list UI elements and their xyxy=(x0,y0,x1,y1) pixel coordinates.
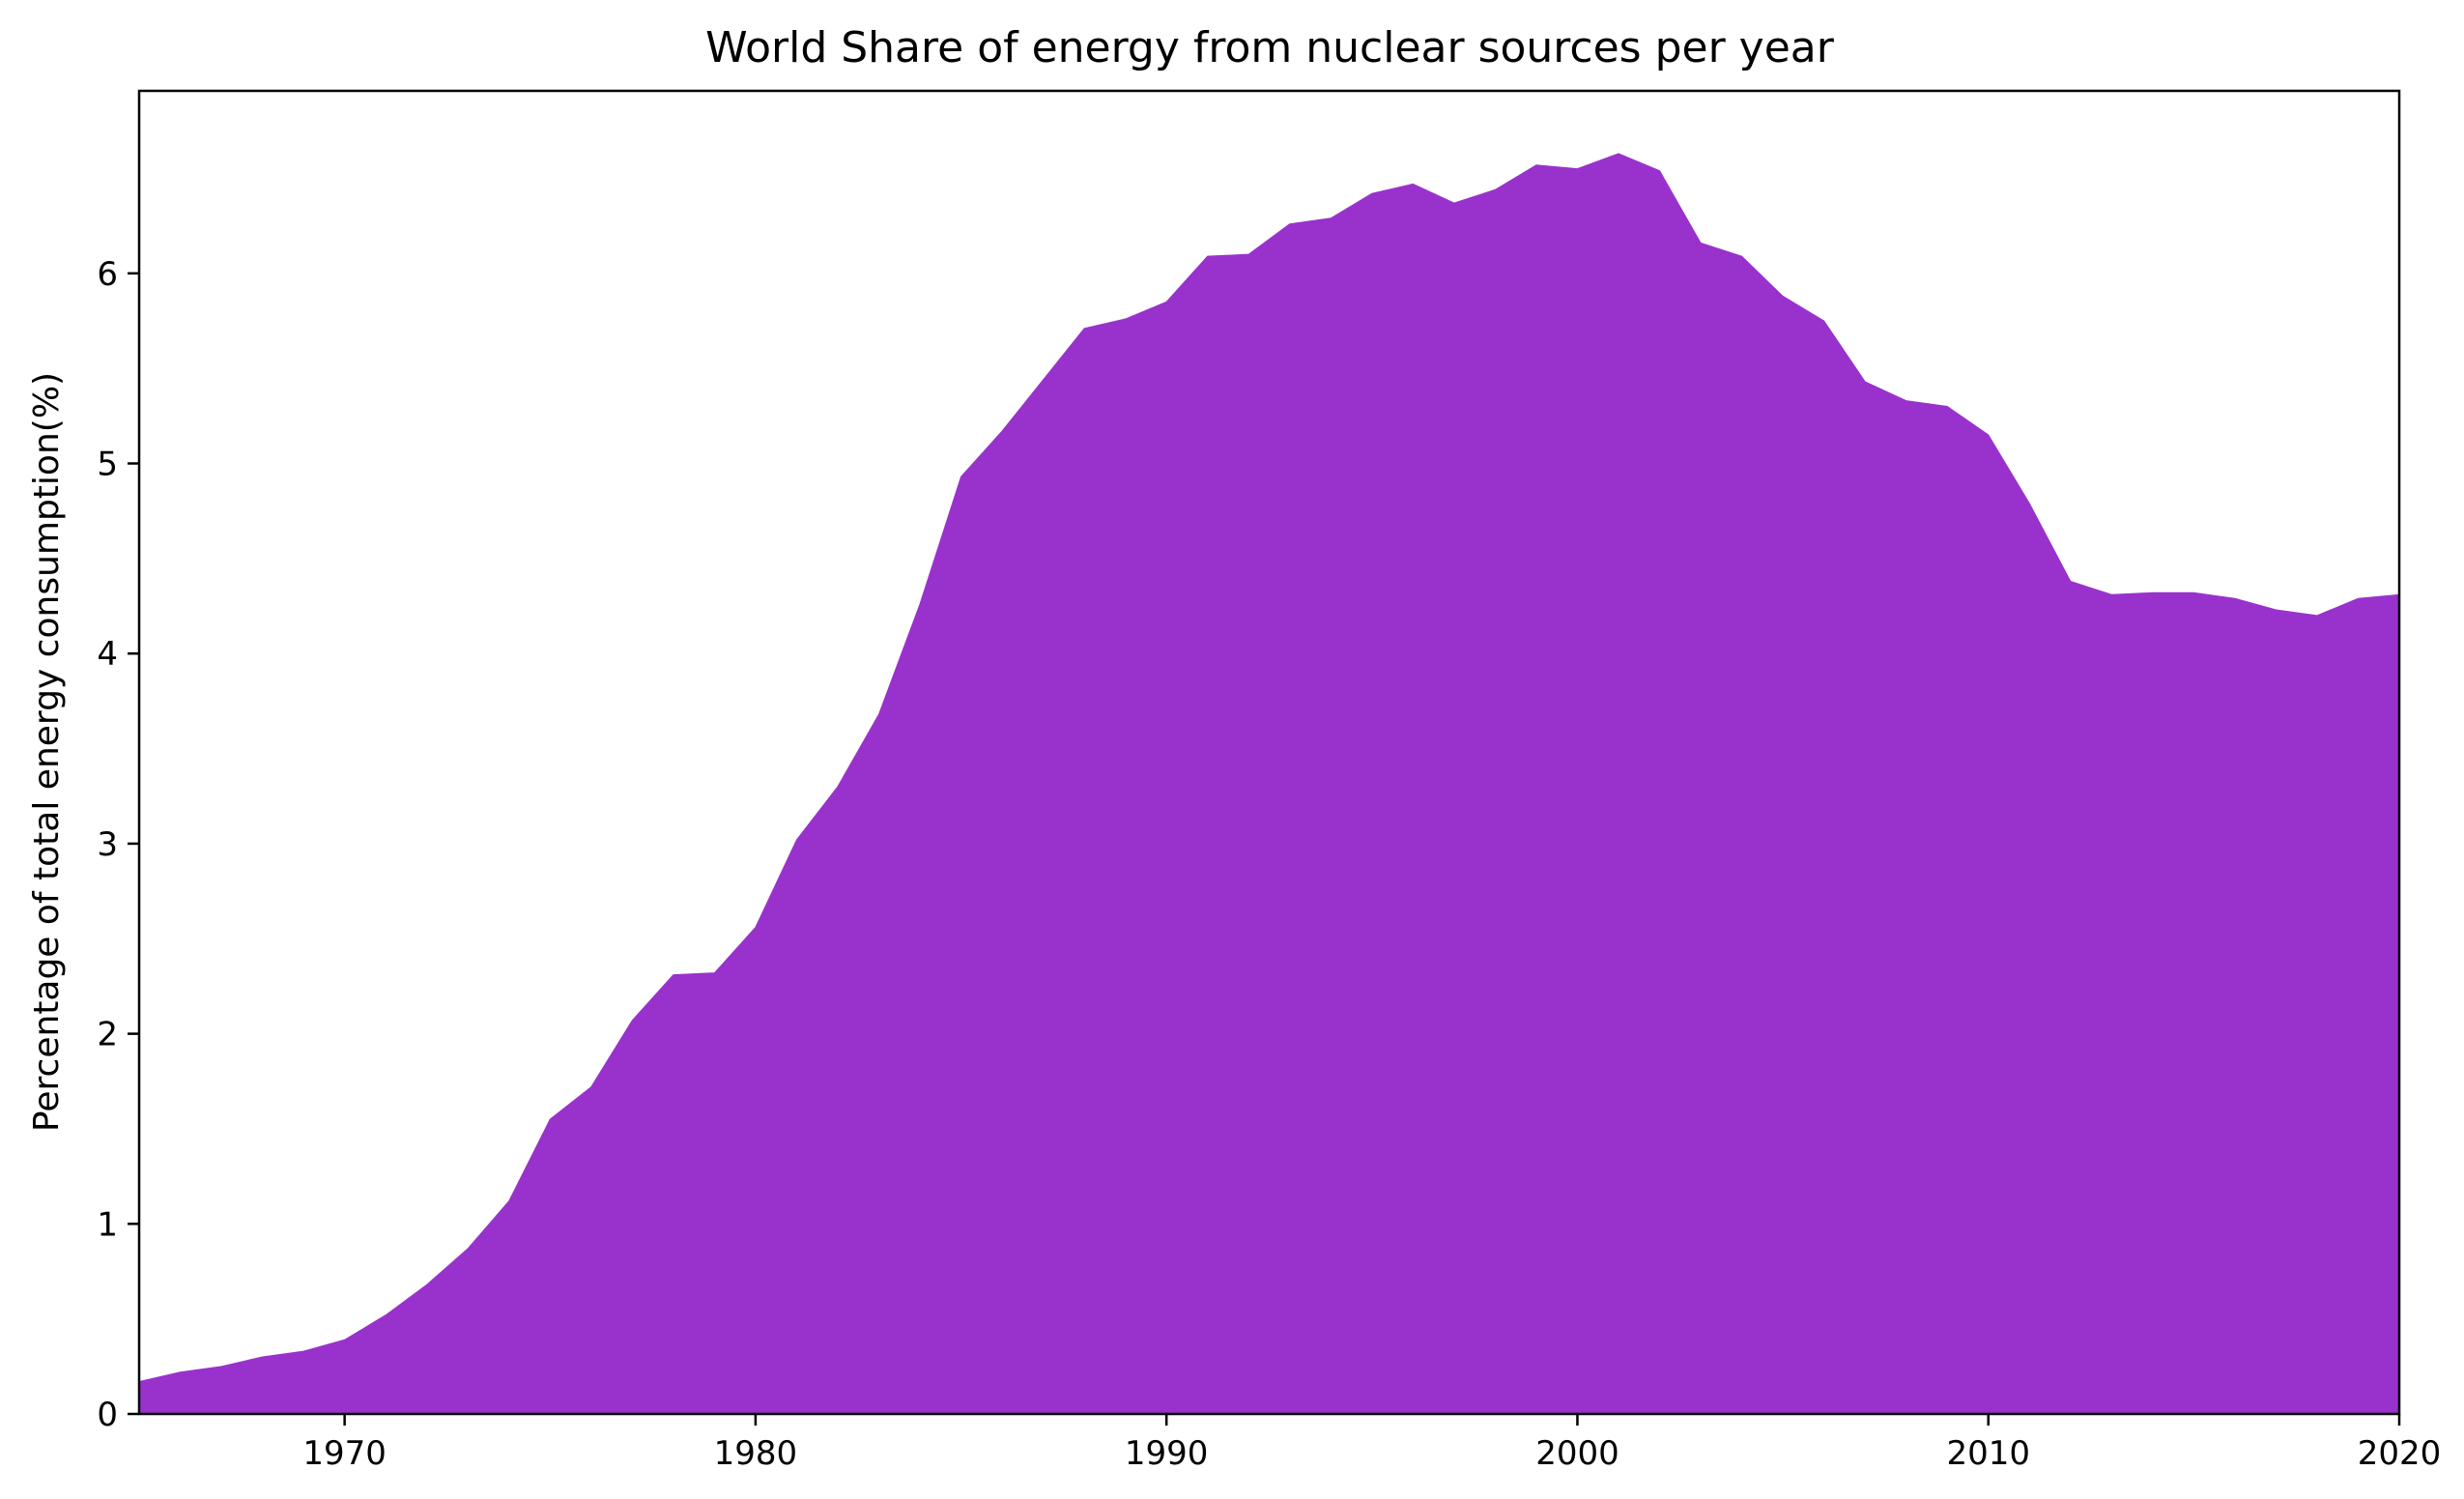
y-tick-label-2: 2 xyxy=(97,1016,118,1054)
y-tick-label-5: 5 xyxy=(97,446,118,484)
y-axis-label: Percentage of total energy consumption(%… xyxy=(27,372,67,1132)
y-tick-label-1: 1 xyxy=(97,1205,118,1244)
y-tick-label-0: 0 xyxy=(97,1396,118,1434)
x-tick-label-2010: 2010 xyxy=(1946,1434,2030,1473)
plot-frame xyxy=(137,89,2401,1416)
x-tick-label-1970: 1970 xyxy=(302,1434,387,1473)
x-tick-label-2020: 2020 xyxy=(2358,1434,2442,1473)
x-tick-label-1990: 1990 xyxy=(1125,1434,1209,1473)
plot-area xyxy=(138,153,2400,1415)
chart-title: World Share of energy from nuclear sourc… xyxy=(705,23,1835,72)
x-axis: 1970 1980 1990 2000 2010 2020 xyxy=(302,1414,2441,1473)
area-series xyxy=(138,153,2400,1415)
y-tick-label-6: 6 xyxy=(97,255,118,294)
y-tick-label-4: 4 xyxy=(97,635,118,674)
x-tick-label-1980: 1980 xyxy=(714,1434,798,1473)
y-axis: 0 1 2 3 4 5 6 xyxy=(97,255,139,1434)
y-tick-label-3: 3 xyxy=(97,825,118,864)
x-tick-label-2000: 2000 xyxy=(1535,1434,1619,1473)
